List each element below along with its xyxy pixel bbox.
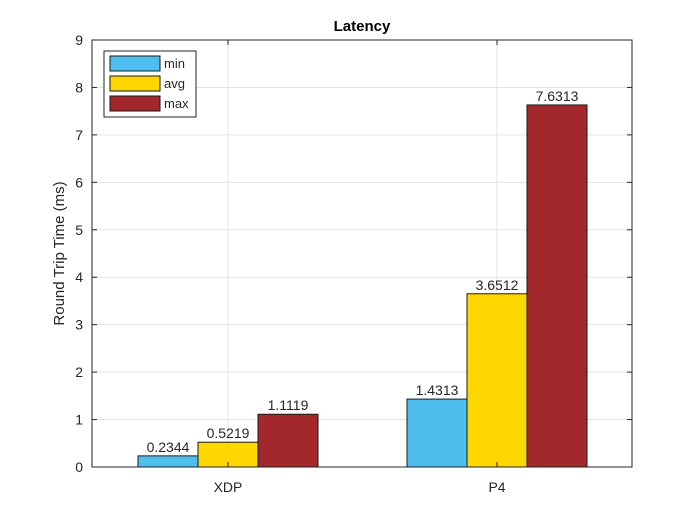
legend-swatch-max: [109, 95, 161, 112]
legend-swatch-avg: [109, 75, 161, 92]
legend-swatch-min: [109, 55, 161, 72]
y-axis-title: Round Trip Time (ms): [51, 181, 68, 325]
axes-box: [91, 39, 633, 468]
x-tick-label: XDP: [214, 479, 243, 495]
y-tick-label: 7: [75, 127, 83, 143]
y-tick-label: 5: [75, 222, 83, 238]
axis-ticks: 0 1 2 3 4 5 6 7 8 9 XDP P4: [75, 32, 632, 495]
y-tick-label: 6: [75, 174, 83, 190]
x-tick-label: P4: [488, 479, 505, 495]
bar-max-p4: [526, 104, 588, 468]
y-tick-label: 1: [75, 412, 83, 428]
y-tick-label: 4: [75, 269, 83, 285]
data-labels: 0.2344 1.4313 0.5219 3.6512 1.1119 7.6313: [147, 88, 579, 455]
chart-title: Latency: [334, 18, 391, 35]
bar-value-label: 3.6512: [476, 277, 519, 293]
y-tick-label: 2: [75, 364, 83, 380]
legend-label-max: max: [164, 96, 189, 111]
bar-max-xdp: [257, 413, 319, 468]
legend: min avg max: [103, 50, 197, 118]
bar-value-label: 1.4313: [416, 382, 459, 398]
legend-label-min: min: [164, 56, 185, 71]
y-tick-label: 9: [75, 32, 83, 48]
bar-min-xdp: [137, 455, 199, 468]
y-tick-label: 0: [75, 459, 83, 475]
legend-label-avg: avg: [164, 76, 185, 91]
bar-value-label: 7.6313: [536, 88, 579, 104]
y-tick-label: 8: [75, 79, 83, 95]
bars: [137, 104, 588, 468]
bar-value-label: 0.5219: [207, 425, 250, 441]
y-tick-label: 3: [75, 317, 83, 333]
bar-value-label: 1.1119: [268, 397, 309, 413]
bar-value-label: 0.2344: [147, 439, 190, 455]
bar-min-p4: [406, 398, 468, 468]
bar-avg-p4: [466, 293, 528, 468]
